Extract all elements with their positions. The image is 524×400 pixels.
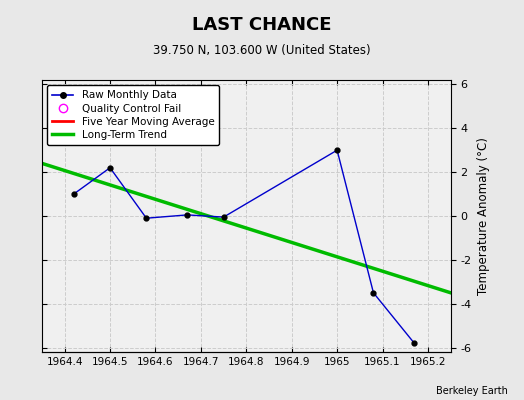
Y-axis label: Temperature Anomaly (°C): Temperature Anomaly (°C) (477, 137, 490, 295)
Text: LAST CHANCE: LAST CHANCE (192, 16, 332, 34)
Legend: Raw Monthly Data, Quality Control Fail, Five Year Moving Average, Long-Term Tren: Raw Monthly Data, Quality Control Fail, … (47, 85, 220, 145)
Text: Berkeley Earth: Berkeley Earth (436, 386, 508, 396)
Text: 39.750 N, 103.600 W (United States): 39.750 N, 103.600 W (United States) (153, 44, 371, 57)
